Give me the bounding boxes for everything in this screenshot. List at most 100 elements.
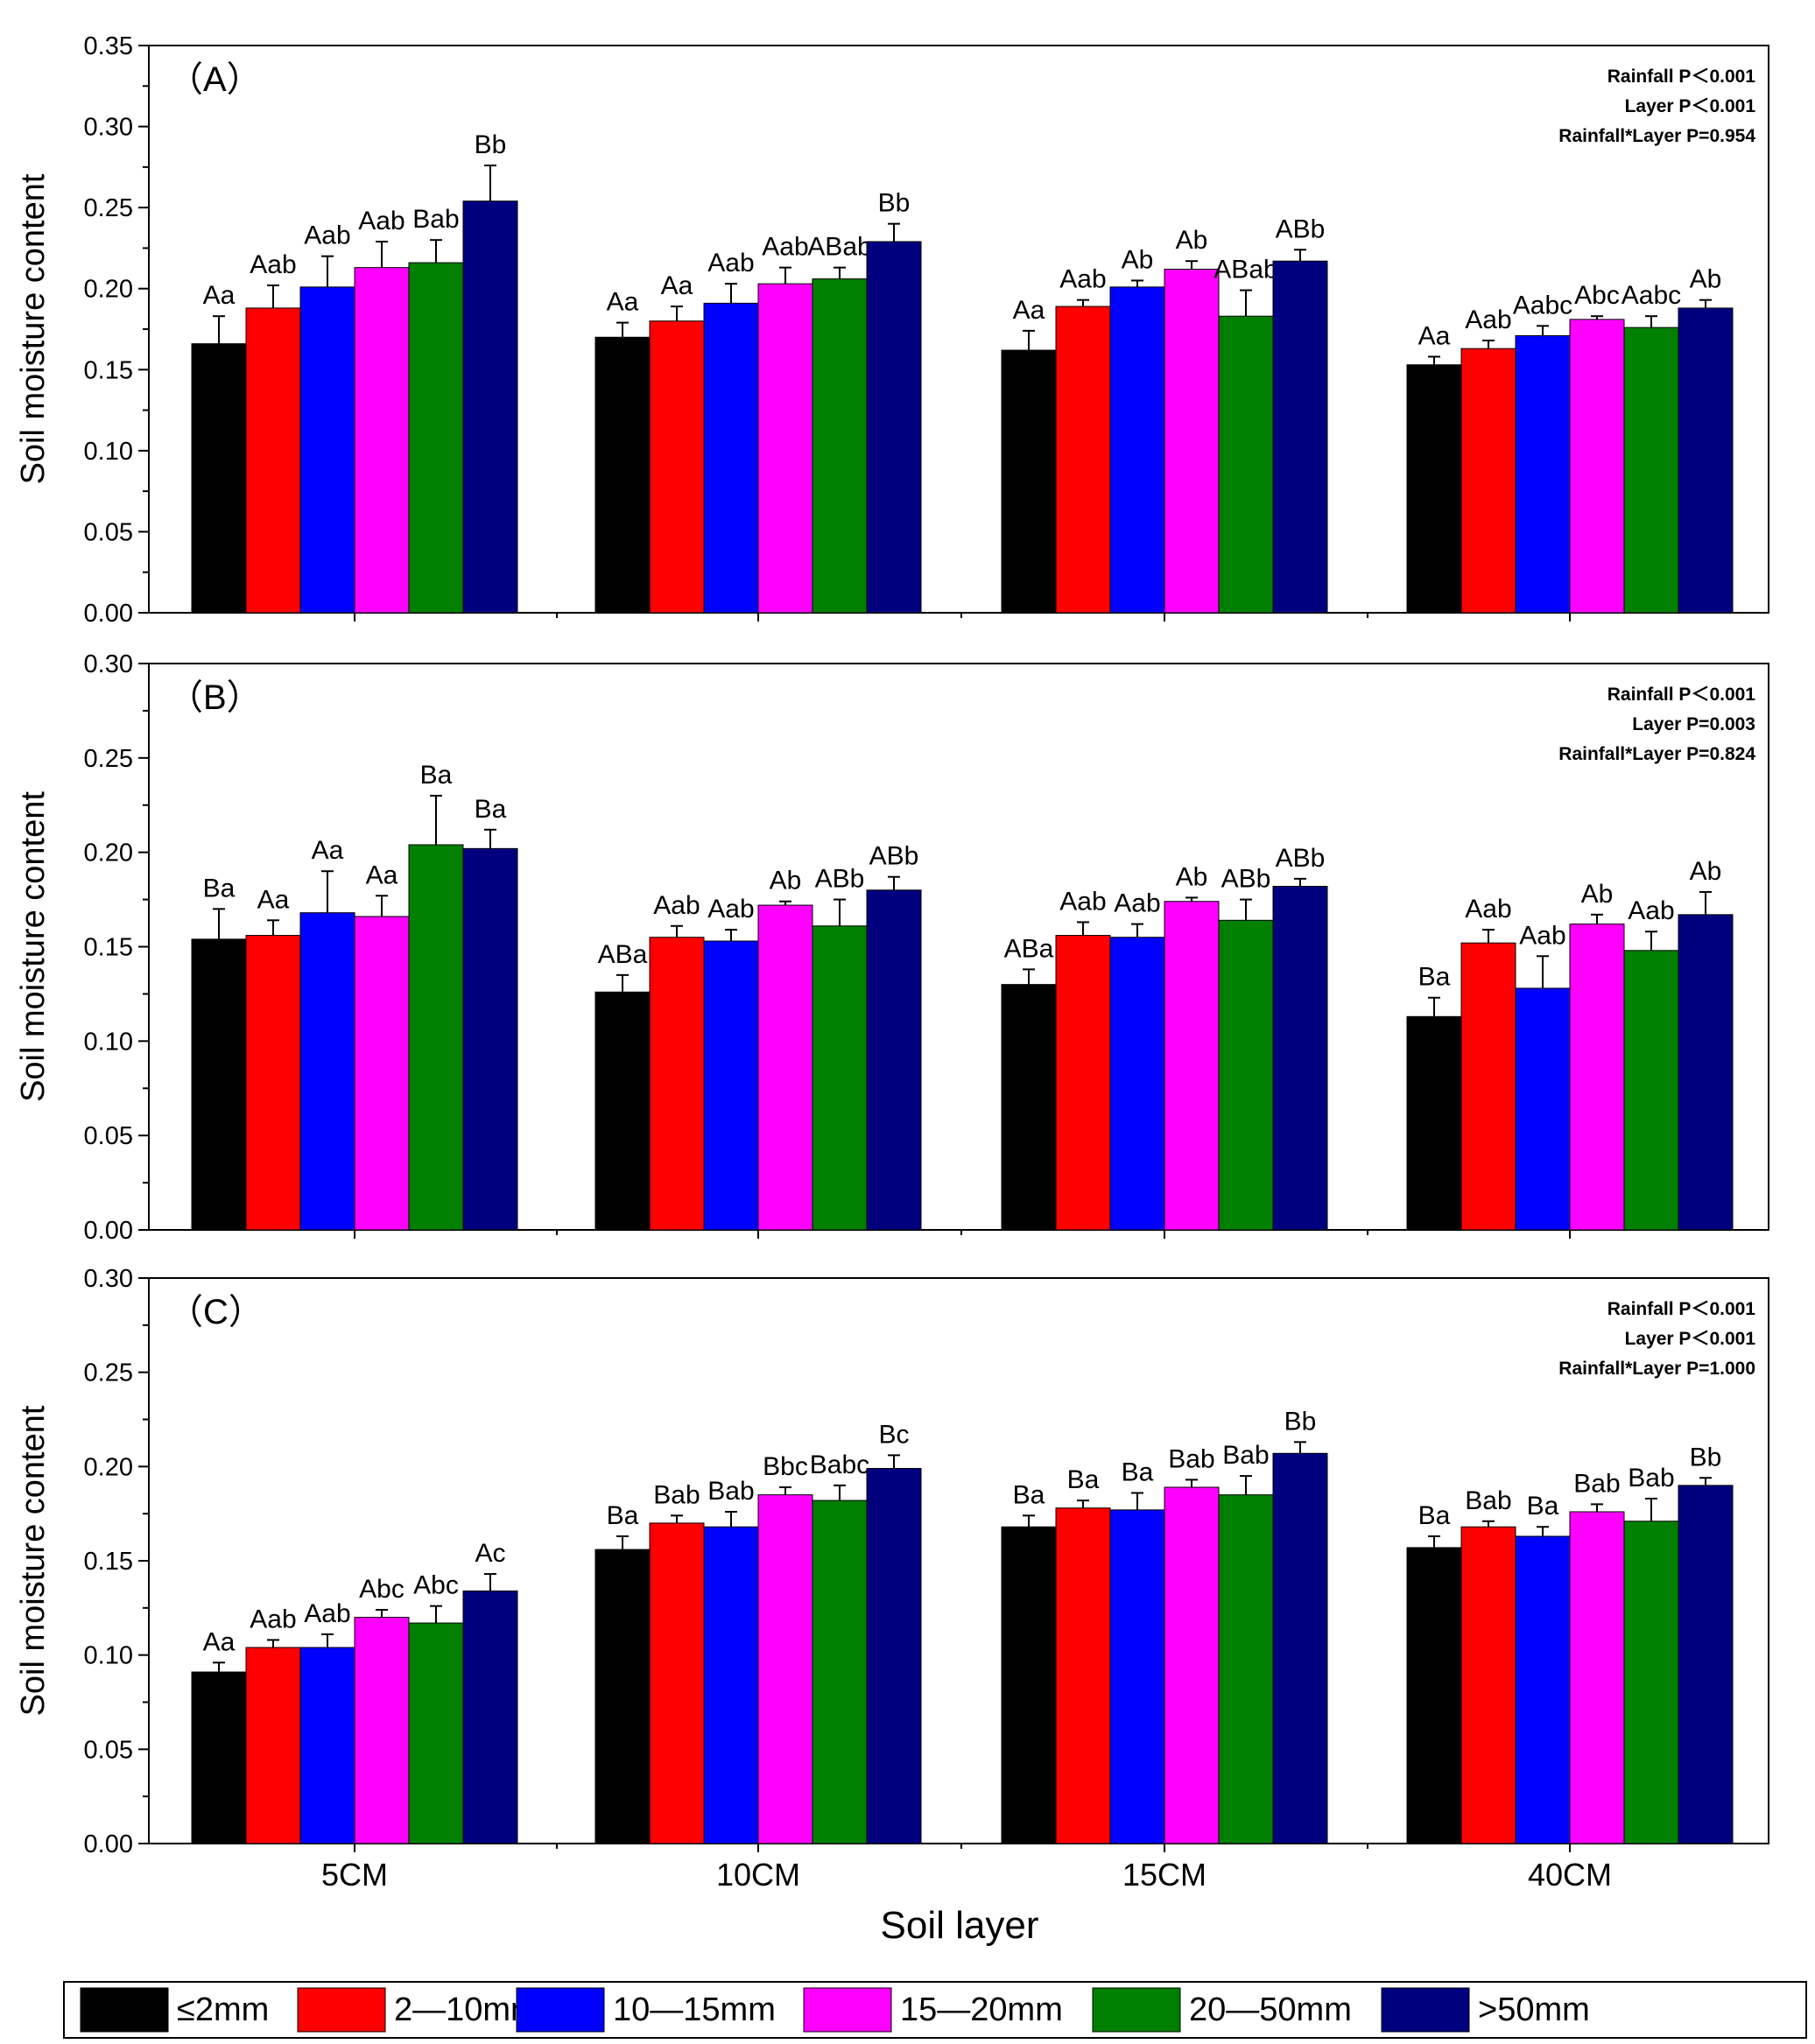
legend-swatch xyxy=(80,1987,169,2033)
significance-label: Aab xyxy=(1114,889,1160,918)
significance-label: ABab xyxy=(807,233,871,262)
y-tick-label: 0.35 xyxy=(84,32,133,60)
significance-label: Aabc xyxy=(1622,281,1681,310)
significance-label: Bb xyxy=(878,189,911,218)
bar xyxy=(812,925,868,1231)
significance-label: Abc xyxy=(1574,281,1620,310)
legend-label: 10—15mm xyxy=(613,1991,776,2028)
stat-line: Layer P=0.003 xyxy=(1632,714,1755,734)
y-tick-label: 0.30 xyxy=(84,114,133,142)
bar xyxy=(703,1526,759,1844)
chart-panels: 0.00 0.05 0.10 0.15 0.20 0.25 0.30 0.35 Soil moi… xyxy=(15,32,1769,1893)
significance-label: Aa xyxy=(312,836,344,865)
y-tick-label: 0.05 xyxy=(84,518,133,546)
bar xyxy=(245,1647,301,1844)
legend-swatch xyxy=(297,1987,386,2033)
y-tick-label: 0.10 xyxy=(84,1642,133,1670)
significance-label: ABb xyxy=(1221,865,1271,894)
y-tick-label: 0.10 xyxy=(84,1028,133,1056)
stat-line: Rainfall P＜0.001 xyxy=(1607,1299,1756,1319)
significance-label: ABa xyxy=(598,940,648,969)
bar xyxy=(1164,1486,1220,1844)
bar xyxy=(408,262,464,614)
x-tick-label: 5CM xyxy=(321,1857,388,1893)
bar xyxy=(1001,349,1057,614)
significance-label: ABa xyxy=(1004,934,1054,963)
bar xyxy=(649,320,705,614)
bar xyxy=(1109,1509,1165,1844)
bar xyxy=(1460,942,1516,1231)
bar xyxy=(462,200,518,614)
y-tick-label: 0.15 xyxy=(84,1548,133,1576)
bar xyxy=(1623,327,1679,614)
significance-label: Aab xyxy=(358,207,405,235)
bar xyxy=(649,937,705,1231)
significance-label: Bab xyxy=(1222,1441,1269,1470)
y-tick-label: 0.30 xyxy=(84,650,133,678)
bar xyxy=(1406,1547,1462,1844)
y-tick-label: 0.25 xyxy=(84,1359,133,1387)
significance-label: Ab xyxy=(1122,245,1154,274)
significance-label: Aab xyxy=(1059,887,1106,916)
x-tick-label: 40CM xyxy=(1528,1857,1612,1893)
bar xyxy=(299,1647,355,1844)
legend-label: ≤2mm xyxy=(177,1991,269,2028)
significance-label: Aab xyxy=(762,233,808,262)
bar xyxy=(191,1671,247,1844)
significance-label: Ab xyxy=(1690,265,1722,294)
y-tick-label: 0.15 xyxy=(84,934,133,962)
significance-label: Aab xyxy=(653,891,700,920)
y-tick-label: 0.15 xyxy=(84,356,133,384)
significance-label: Ba xyxy=(1418,963,1451,992)
y-tick-label: 0.00 xyxy=(84,600,133,628)
bar xyxy=(1218,919,1274,1231)
bar xyxy=(866,1467,922,1844)
significance-label: Bb xyxy=(475,130,507,159)
bar xyxy=(1272,1452,1328,1844)
significance-label: Bb xyxy=(1690,1443,1722,1472)
legend-label: 20—50mm xyxy=(1189,1991,1352,2028)
bar xyxy=(1569,319,1625,614)
y-tick-label: 0.10 xyxy=(84,438,133,466)
significance-label: Aab xyxy=(707,895,754,924)
legend-label: 15—20mm xyxy=(900,1991,1063,2028)
legend-swatch xyxy=(516,1987,605,2033)
significance-label: Bc xyxy=(878,1420,909,1449)
bar xyxy=(1678,1485,1734,1844)
significance-label: Ba xyxy=(203,874,236,903)
significance-label: Aab xyxy=(1465,306,1511,334)
bar xyxy=(1272,885,1328,1231)
stat-line: Rainfall P＜0.001 xyxy=(1607,685,1756,705)
bar xyxy=(354,916,410,1231)
bar xyxy=(703,302,759,614)
bar xyxy=(1055,1507,1111,1844)
significance-label: Ba xyxy=(1122,1457,1154,1486)
legend-label: >50mm xyxy=(1478,1991,1590,2028)
bar xyxy=(1569,924,1625,1231)
bar xyxy=(1460,348,1516,614)
bar xyxy=(245,935,301,1231)
significance-label: Aab xyxy=(250,250,296,279)
y-axis-label: Soil moisture content xyxy=(15,173,52,484)
significance-label: ABab xyxy=(1214,256,1277,284)
bar xyxy=(191,343,247,614)
bar xyxy=(1109,286,1165,614)
bar xyxy=(703,940,759,1231)
stat-line: Rainfall*Layer P=0.954 xyxy=(1558,126,1755,146)
significance-label: Ab xyxy=(1581,880,1614,909)
y-tick-label: 0.05 xyxy=(84,1122,133,1150)
bar xyxy=(1272,260,1328,614)
bar xyxy=(1001,1526,1057,1844)
y-axis-label: Soil moisture content xyxy=(15,791,52,1102)
significance-label: Aa xyxy=(203,281,236,310)
bar xyxy=(757,283,813,614)
y-tick-label: 0.25 xyxy=(84,745,133,773)
stat-line: Rainfall*Layer P=0.824 xyxy=(1558,744,1755,764)
bar xyxy=(594,1549,651,1844)
significance-label: Aab xyxy=(1628,896,1674,925)
panel-1: 0.00 0.05 0.10 0.15 0.20 0.25 0.30 0.35 Soil moi… xyxy=(15,32,1769,628)
stat-line: Rainfall P＜0.001 xyxy=(1607,67,1756,87)
y-tick-label: 0.20 xyxy=(84,839,133,867)
panel-3: 0.00 0.05 0.10 0.15 0.20 0.25 0.30 Soil moistur… xyxy=(15,1265,1769,1893)
